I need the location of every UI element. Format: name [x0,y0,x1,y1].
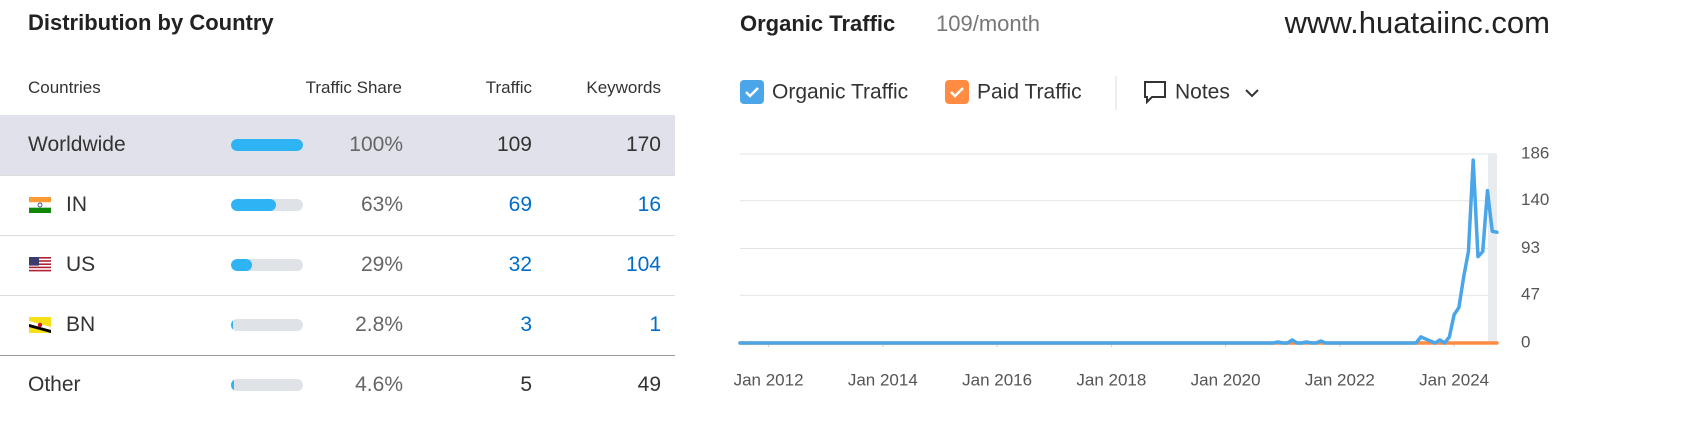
flag-icon [29,197,51,213]
column-header: Keywords [586,78,661,97]
share-bar [231,319,234,331]
share-label: 4.6% [355,373,403,396]
table-row[interactable]: Other 4.6% 5 49 [0,355,675,415]
notes-icon [1144,81,1166,105]
share-track [231,199,303,211]
country: Other [28,373,81,396]
share-bar [231,199,277,211]
share-label: 2.8% [355,313,403,336]
x-tick-label: Jan 2018 [1076,370,1146,389]
traffic-link[interactable]: 69 [508,193,532,216]
y-tick-label: 140 [1521,190,1549,209]
keywords: 170 [625,133,661,156]
x-tick-label: Jan 2022 [1305,370,1375,389]
distribution-title: Distribution by Country [28,10,274,35]
column-header: Traffic Share [305,78,402,97]
legend-checkbox [740,80,764,104]
share-bar [231,139,303,151]
country: Worldwide [28,133,126,156]
notes-button[interactable]: Notes [1144,81,1259,105]
legend-label: Organic Traffic [772,81,908,104]
y-tick-label: 0 [1521,332,1530,351]
share-bar [231,379,235,391]
y-tick-label: 47 [1521,285,1540,304]
traffic: 109 [496,133,532,156]
traffic: 5 [520,373,532,396]
x-tick-label: Jan 2020 [1191,370,1261,389]
country: BN [66,313,96,336]
x-tick-label: Jan 2024 [1419,370,1489,389]
series-line [738,158,1499,345]
table-row[interactable]: BN 2.8% 3 1 [0,295,675,356]
y-tick-label: 186 [1521,143,1549,162]
watermark: www.huataiinc.com [1284,5,1550,40]
country: US [66,253,96,276]
y-tick-label: 93 [1521,238,1540,257]
share-track [231,319,303,331]
x-tick-label: Jan 2016 [962,370,1032,389]
table-row[interactable]: Worldwide 100% 109 170 [0,115,675,176]
share-label: 63% [360,193,403,216]
share-label: 29% [360,253,403,276]
legend-item[interactable]: Paid Traffic [945,80,1082,104]
check-mark [745,87,759,98]
traffic-link[interactable]: 32 [508,253,532,276]
table-row[interactable]: US 29% 32 104 [0,235,675,296]
chevron [1245,89,1259,98]
keywords-link[interactable]: 1 [649,313,661,336]
chart-subtitle: 109/month [936,11,1040,36]
check-mark [950,87,964,98]
notes-label: Notes [1175,81,1230,104]
share-track [231,379,303,391]
flag-icon [29,257,51,273]
table-row[interactable]: IN 63% 69 16 [0,175,675,236]
x-tick-label: Jan 2014 [848,370,918,389]
share-track [231,139,303,151]
current-period [1488,154,1497,343]
legend-label: Paid Traffic [977,81,1082,104]
share-bar [231,259,252,271]
legend-item[interactable]: Organic Traffic [740,80,908,104]
legend-checkbox [945,80,969,104]
share-track [231,259,303,271]
keywords: 49 [637,373,661,396]
keywords-link[interactable]: 16 [637,193,661,216]
keywords-link[interactable]: 104 [625,253,661,276]
share-label: 100% [349,133,403,156]
column-header: Countries [28,78,101,97]
x-tick-label: Jan 2012 [734,370,804,389]
traffic-link[interactable]: 3 [520,313,532,336]
column-header: Traffic [485,78,532,97]
country: IN [66,193,87,216]
chart-title: Organic Traffic [740,11,895,36]
flag-icon [29,317,51,333]
